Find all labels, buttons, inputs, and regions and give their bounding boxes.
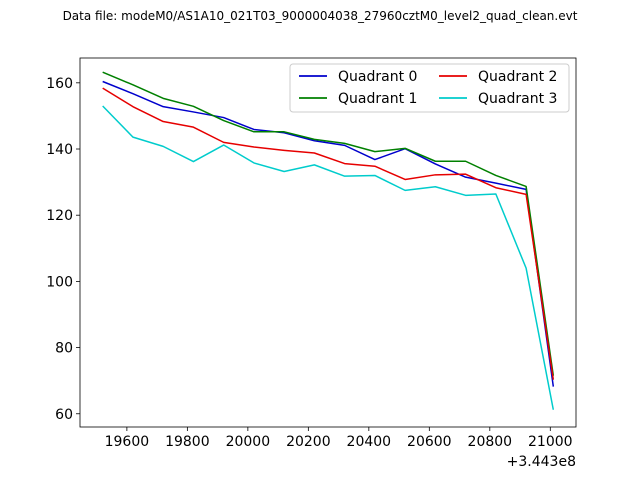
series-line-quadrant-1 <box>102 71 555 376</box>
series-line-quadrant-2 <box>102 87 555 380</box>
legend-label-quadrant-2: Quadrant 2 <box>478 69 557 85</box>
x-tick-label: 20000 <box>226 434 271 450</box>
x-offset-label: +3.443e8 <box>507 454 576 470</box>
axes-frame <box>79 57 577 428</box>
legend-label-quadrant-3: Quadrant 3 <box>478 91 557 107</box>
series-line-quadrant-0 <box>102 80 555 387</box>
plot-area: 19600 19800 20000 20200 20400 20600 20800 21000… <box>46 57 577 450</box>
y-tick-label: 120 <box>46 208 73 224</box>
x-tick-label: 20600 <box>407 434 452 450</box>
legend-label-quadrant-1: Quadrant 1 <box>338 91 417 107</box>
legend-label-quadrant-0: Quadrant 0 <box>338 69 417 85</box>
x-tick-label: 20400 <box>347 434 392 450</box>
y-tick-label: 60 <box>55 407 73 423</box>
y-tick-label: 140 <box>46 142 73 158</box>
x-tick-label: 20800 <box>468 434 513 450</box>
y-tick-label: 100 <box>46 274 73 290</box>
y-tick-label: 80 <box>55 341 73 357</box>
y-tick-label: 160 <box>46 76 73 92</box>
series-line-quadrant-3 <box>102 105 555 410</box>
x-tick-label: 19800 <box>165 434 210 450</box>
x-tick-label: 20200 <box>286 434 331 450</box>
chart-title: Data file: modeM0/AS1A10_021T03_90000040… <box>63 9 578 23</box>
x-tick-label: 21000 <box>528 434 573 450</box>
legend-box <box>289 63 570 113</box>
x-tick-label: 19600 <box>105 434 150 450</box>
